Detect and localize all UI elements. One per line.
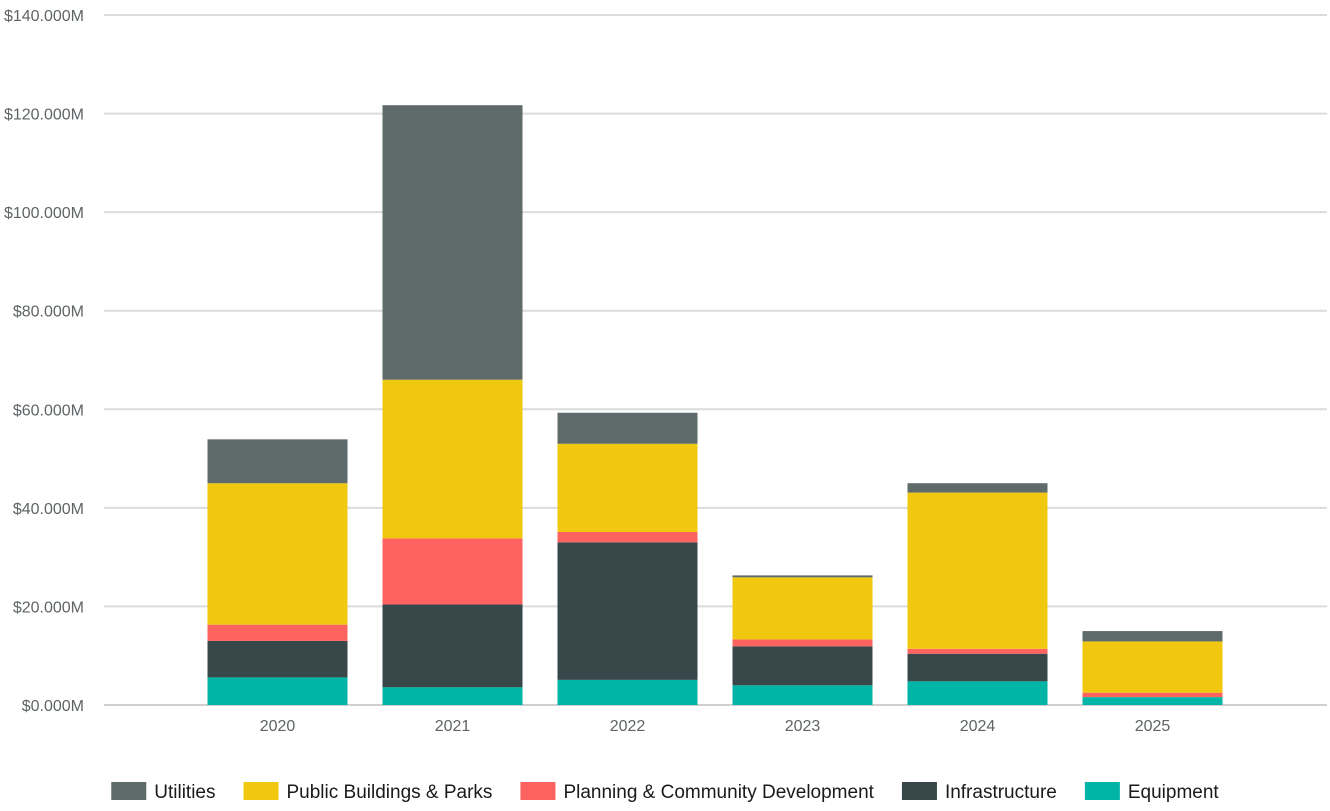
bar-segment-public-buildings-parks-2021[interactable]	[382, 379, 523, 539]
bar-segment-utilities-2020[interactable]	[207, 439, 348, 484]
legend: Utilities Public Buildings & Parks Plannin…	[111, 782, 1219, 803]
bar-segment-planning-community-development-2021[interactable]	[382, 538, 523, 605]
x-axis: 2020 2021 2022 2023 2024 2025	[260, 718, 1171, 735]
bar-segment-utilities-2024[interactable]	[907, 483, 1048, 493]
bar-stack-2025	[1082, 631, 1223, 705]
legend-item-equipment[interactable]: Equipment	[1084, 782, 1220, 803]
legend-label: Equipment	[1128, 782, 1220, 803]
legend-swatch	[243, 782, 279, 800]
legend-item-infrastructure[interactable]: Infrastructure	[901, 782, 1057, 803]
legend-item-planning-community-development[interactable]: Planning & Community Development	[520, 782, 875, 803]
x-tick-label: 2022	[610, 718, 646, 735]
bar-segment-equipment-2020[interactable]	[207, 677, 348, 705]
bar-segment-infrastructure-2021[interactable]	[382, 604, 523, 688]
y-tick-label: $120.000M	[4, 107, 84, 124]
bar-segment-public-buildings-parks-2020[interactable]	[207, 483, 348, 625]
legend-swatch	[901, 782, 937, 800]
legend-label: Public Buildings & Parks	[287, 782, 493, 803]
bar-segment-planning-community-development-2022[interactable]	[557, 532, 698, 543]
legend-label: Utilities	[154, 782, 215, 803]
legend-swatch	[520, 782, 556, 800]
legend-label: Planning & Community Development	[563, 782, 874, 803]
bar-segment-utilities-2025[interactable]	[1082, 631, 1223, 642]
bar-segment-equipment-2021[interactable]	[382, 687, 523, 705]
bar-segment-public-buildings-parks-2022[interactable]	[557, 443, 698, 533]
bar-segment-planning-community-development-2023[interactable]	[732, 639, 873, 647]
bar-segment-public-buildings-parks-2025[interactable]	[1082, 641, 1223, 693]
bar-segment-equipment-2022[interactable]	[557, 679, 698, 705]
y-tick-label: $20.000M	[13, 599, 84, 616]
bar-segment-planning-community-development-2020[interactable]	[207, 624, 348, 641]
bar-stack-2023	[732, 575, 873, 705]
bar-segment-infrastructure-2020[interactable]	[207, 640, 348, 678]
bar-segment-infrastructure-2024[interactable]	[907, 653, 1048, 682]
bar-segment-planning-community-development-2024[interactable]	[907, 648, 1048, 654]
legend-swatch	[1084, 782, 1120, 800]
y-tick-label: $0.000M	[22, 698, 84, 715]
bar-segment-utilities-2022[interactable]	[557, 412, 698, 444]
bar-segment-equipment-2024[interactable]	[907, 681, 1048, 705]
bar-segment-public-buildings-parks-2024[interactable]	[907, 492, 1048, 649]
x-tick-label: 2024	[960, 718, 996, 735]
bar-stack-2022	[557, 412, 698, 705]
y-tick-label: $40.000M	[13, 501, 84, 518]
legend-item-public-buildings-parks[interactable]: Public Buildings & Parks	[243, 782, 493, 803]
bar-segment-planning-community-development-2025[interactable]	[1082, 692, 1223, 698]
x-tick-label: 2025	[1135, 718, 1171, 735]
x-tick-label: 2023	[785, 718, 821, 735]
bar-stack-2021	[382, 105, 523, 705]
y-axis: $0.000M $20.000M $40.000M $60.000M $80.000M $…	[4, 8, 84, 715]
bar-segment-utilities-2021[interactable]	[382, 105, 523, 380]
bar-segment-infrastructure-2023[interactable]	[732, 646, 873, 686]
bar-segment-utilities-2023[interactable]	[732, 575, 873, 578]
bar-segment-equipment-2023[interactable]	[732, 685, 873, 705]
bar-stack-2024	[907, 483, 1048, 705]
y-tick-label: $60.000M	[13, 402, 84, 419]
legend-label: Infrastructure	[945, 782, 1057, 803]
x-tick-label: 2020	[260, 718, 296, 735]
y-tick-label: $140.000M	[4, 8, 84, 25]
bar-stack-2020	[207, 439, 348, 705]
x-tick-label: 2021	[435, 718, 471, 735]
bar-segment-public-buildings-parks-2023[interactable]	[732, 577, 873, 640]
bar-segment-equipment-2025[interactable]	[1082, 697, 1223, 705]
legend-swatch	[111, 782, 147, 800]
y-tick-label: $100.000M	[4, 205, 84, 222]
bar-segment-infrastructure-2022[interactable]	[557, 542, 698, 680]
bar-stacks	[207, 105, 1223, 705]
legend-item-utilities[interactable]: Utilities	[111, 782, 216, 803]
y-tick-label: $80.000M	[13, 304, 84, 321]
